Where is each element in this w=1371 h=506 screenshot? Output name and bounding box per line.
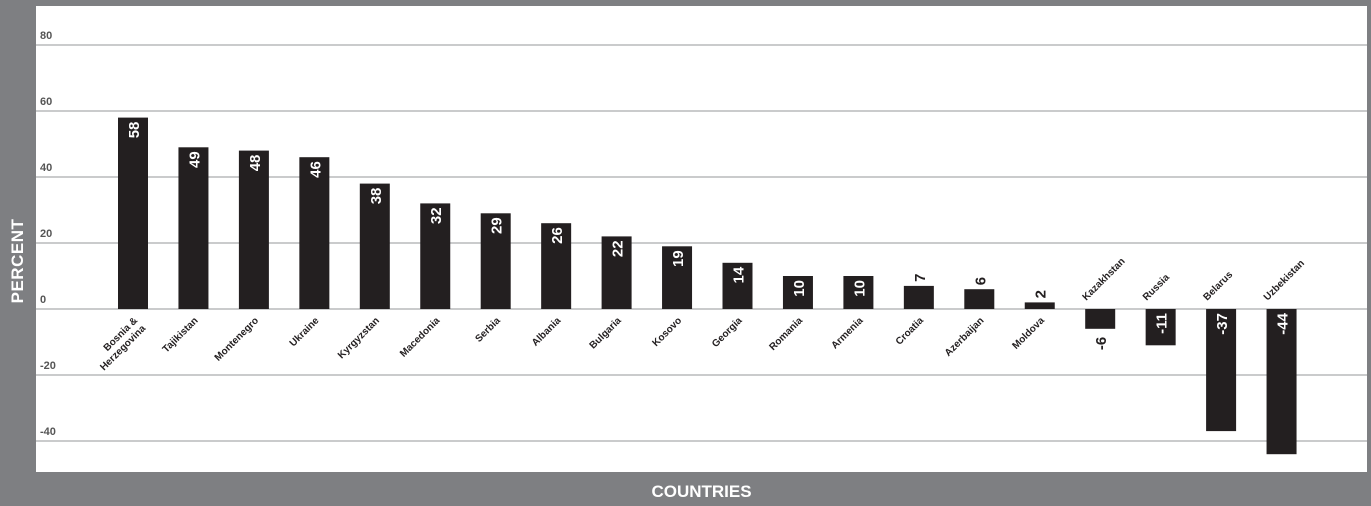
y-tick-label: 60: [40, 96, 52, 108]
category-label: Tajikistan: [161, 315, 201, 355]
category-label: Georgia: [710, 315, 745, 350]
y-tick-label: -40: [40, 426, 56, 438]
value-label: -11: [1154, 313, 1171, 334]
value-label: 32: [428, 207, 445, 224]
y-tick-label: 0: [40, 294, 46, 306]
bar: [1145, 309, 1176, 346]
bar: [480, 213, 511, 309]
value-label: -44: [1275, 312, 1292, 334]
bar: [1085, 309, 1116, 329]
y-axis-label: PERCENT: [8, 218, 27, 304]
y-tick-labels: 80 60 40 20 0 -20 -40: [40, 30, 56, 438]
bar: [238, 150, 269, 309]
category-label: Moldova: [1010, 315, 1047, 352]
bar: [662, 246, 693, 309]
bar: [722, 262, 753, 309]
category-label: Serbia: [473, 315, 503, 345]
value-label: 10: [851, 280, 868, 297]
bar: [1206, 309, 1237, 432]
bar: [299, 157, 330, 309]
value-label: 48: [247, 155, 264, 172]
bar: [118, 117, 148, 309]
value-labels: 58 49 48 46 38 32 29 26 22 19 14 10 10 7 6 2 -6 -11 -37 -44: [126, 122, 1292, 351]
category-label: Macedonia: [398, 315, 443, 360]
bar: [541, 223, 572, 309]
value-label: 29: [489, 217, 506, 234]
y-tick-label: 20: [40, 228, 52, 240]
value-label: 2: [1033, 290, 1050, 298]
category-label: Uzbekistan: [1262, 258, 1307, 303]
x-axis-label: COUNTRIES: [651, 482, 752, 501]
category-label: Kyrgyzstan: [336, 315, 382, 361]
bar: [964, 289, 995, 309]
bar: [1266, 309, 1297, 455]
bar: [843, 276, 874, 309]
bar: [903, 285, 934, 309]
plot-area: 80 60 40 20 0 -20 -40 58 49 48 46 38 32 29 26 22 19 14 10…: [36, 6, 1367, 472]
category-label: Russia: [1141, 272, 1172, 303]
category-labels: Bosnia &Herzegovina Tajikistan Montenegro U…: [98, 256, 1307, 373]
value-label: 14: [731, 266, 748, 283]
category-label: Armenia: [829, 315, 865, 351]
value-label: 19: [670, 250, 687, 267]
y-tick-label: 80: [40, 30, 52, 42]
value-label: 46: [307, 161, 324, 178]
bar: [178, 147, 209, 309]
bars: [118, 117, 1297, 455]
bar: [601, 236, 632, 309]
bar: [359, 183, 390, 309]
category-label: Bulgaria: [588, 315, 624, 351]
category-label: Belarus: [1201, 269, 1235, 303]
gridlines: [36, 44, 1367, 442]
bar: [782, 276, 813, 309]
value-label: 58: [126, 122, 143, 139]
category-label: Kosovo: [650, 315, 684, 349]
category-label: Montenegro: [213, 315, 261, 363]
bar: [420, 203, 451, 309]
category-label: Ukraine: [288, 315, 322, 349]
category-label: Azerbaijan: [943, 315, 987, 359]
bar: [1024, 302, 1055, 309]
category-label: Albania: [530, 315, 564, 349]
value-label: 49: [186, 151, 203, 168]
value-label: -6: [1093, 337, 1110, 350]
category-label: Kazakhstan: [1081, 256, 1128, 303]
value-label: 38: [368, 188, 385, 205]
y-tick-label: 40: [40, 162, 52, 174]
category-label: Croatia: [894, 315, 926, 347]
value-label: 6: [972, 277, 989, 285]
value-label: 22: [610, 240, 627, 257]
category-label: Romania: [767, 315, 805, 353]
value-label: 7: [912, 274, 929, 282]
value-label: 10: [791, 280, 808, 297]
value-label: 26: [549, 227, 566, 244]
y-tick-label: -20: [40, 360, 56, 372]
value-label: -37: [1214, 313, 1231, 335]
